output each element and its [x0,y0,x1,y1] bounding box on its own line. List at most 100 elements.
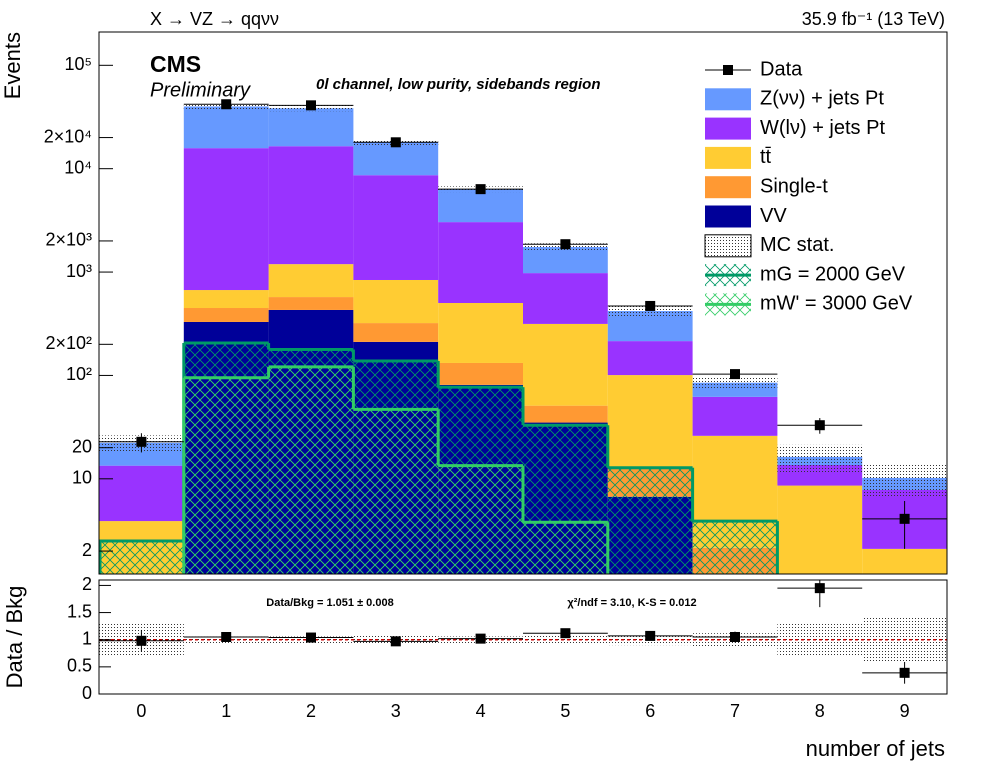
ratio-point [475,633,486,644]
y-tick-label: 2×10² [45,333,92,353]
ratio-point [136,635,147,646]
region-label: 0l channel, low purity, sidebands region [316,76,601,93]
x-tick-label: 4 [476,701,486,721]
stack-segment [353,175,439,280]
legend-swatch [705,117,751,140]
luminosity: 35.9 fb⁻¹ (13 TeV) [802,9,945,29]
ratio-point [730,632,740,642]
stack-segment [183,148,269,291]
preliminary-label: Preliminary [150,79,251,101]
chart-title: X → VZ → qqνν [150,9,279,29]
y-tick-label: 10² [66,364,92,384]
data-point [730,369,740,380]
data-point [221,99,232,110]
data-point [899,513,910,524]
legend-label: mG = 2000 GeV [760,263,906,285]
legend-label: Data [760,58,803,80]
ratio-point [390,636,401,647]
stack-segment [777,485,863,574]
ratio-band [523,635,608,645]
stack-segment [268,108,354,147]
x-tick-label: 5 [560,701,570,721]
x-tick-label: 2 [306,701,316,721]
y-tick-label: 2×10⁴ [44,126,92,146]
stack-segment [353,323,439,342]
legend-label: mW' = 3000 GeV [760,293,913,315]
legend-label: W(lν) + jets Pt [760,117,885,139]
ratio-frame [98,579,948,695]
y-tick-label: 20 [72,436,92,456]
stack-segment [99,465,184,522]
stack-segment [353,142,439,176]
data-point [645,300,656,311]
legend-swatch [704,234,752,258]
stack-segment [438,189,523,223]
mc-stat-band [777,444,863,474]
data-point [306,100,316,111]
y-tick-label: 10⁴ [64,157,92,177]
stack-segment [353,279,439,324]
stack-segment [523,405,608,423]
legend-label: tt̄ [760,146,772,168]
stack-segment [607,341,693,376]
signal-area [438,465,523,574]
signal-area [99,541,184,574]
overlay: 0 1 2 3 4 5 6 7 8 92102010²2×10²10³2×10³10⁴2×10⁴1… [44,54,913,721]
x-tick-label: 9 [900,701,910,721]
signal-area [607,467,693,574]
legend-marker [723,65,733,75]
y-tick-label: 10 [72,468,92,488]
stack-segment [438,362,523,385]
stack-segment [862,548,947,574]
mc-stat-band [862,464,947,497]
ratio-point [814,583,825,594]
legend-label: Z(νν) + jets Pt [760,88,884,110]
x-tick-label: 0 [136,701,146,721]
ratio-point [306,632,316,643]
stack-segment [268,264,354,298]
ratio-y-tick-label: 2 [82,574,92,594]
signal-area [353,409,439,574]
stack-segment [268,146,354,265]
mc-stat-band [692,376,778,390]
ratio-y-axis-label: Data / Bkg [2,586,27,689]
x-tick-label: 6 [645,701,655,721]
y-tick-label: 10³ [66,261,92,281]
cms-label: CMS [150,51,201,77]
legend-label: Single-t [760,175,828,197]
stack-segment [268,297,354,310]
stack-segment [607,375,693,468]
stack-segment [523,273,608,324]
legend-label: VV [760,205,787,227]
ratio-point [899,667,910,678]
main-plot [99,99,947,574]
y-tick-label: 2×10³ [45,230,92,250]
legend-swatch [705,205,751,228]
stack-segment [183,308,269,322]
mc-stat-band [607,305,693,317]
plot-frame [98,31,948,575]
stack-segment [438,222,523,303]
x-axis-label: number of jets [806,736,945,761]
ratio-point [560,628,571,639]
x-tick-label: 8 [815,701,825,721]
x-tick-label: 1 [221,701,231,721]
legend-swatch [705,88,751,111]
stack-segment [523,247,608,274]
signal-area [523,522,608,574]
stack-segment [523,323,608,406]
fit-summary: χ²/ndf = 3.10, K-S = 0.012 [567,597,696,609]
ratio-y-tick-label: 1 [82,628,92,648]
x-tick-label: 3 [391,701,401,721]
data-point [475,184,486,195]
stack-segment [183,106,269,149]
stack-segment [692,396,778,436]
y-tick-label: 10⁵ [65,54,92,74]
y-axis-label: Events [0,32,25,99]
legend-swatch [705,146,751,169]
ratio-y-tick-label: 0.5 [67,656,92,676]
ratio-point [645,630,656,641]
ratio-y-tick-label: 0 [82,683,92,703]
legend-swatch [705,176,751,199]
ratio-y-tick-label: 1.5 [67,601,92,621]
